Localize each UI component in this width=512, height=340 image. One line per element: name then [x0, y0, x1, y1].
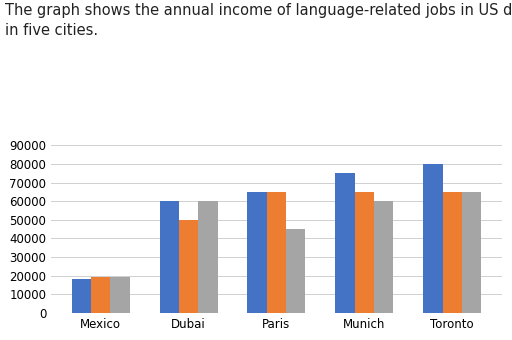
Bar — [267, 192, 286, 313]
Bar — [198, 201, 218, 313]
Bar — [72, 279, 91, 313]
Text: The graph shows the annual income of language-related jobs in US dollars
in five: The graph shows the annual income of lan… — [5, 3, 512, 38]
Bar — [247, 192, 267, 313]
Bar — [374, 201, 393, 313]
Bar — [160, 201, 179, 313]
Bar — [179, 220, 198, 313]
Bar — [286, 229, 306, 313]
Bar — [442, 192, 462, 313]
Bar — [335, 173, 355, 313]
Bar — [462, 192, 481, 313]
Bar — [91, 277, 111, 313]
Bar — [355, 192, 374, 313]
Bar — [111, 276, 130, 313]
Bar — [423, 164, 442, 313]
